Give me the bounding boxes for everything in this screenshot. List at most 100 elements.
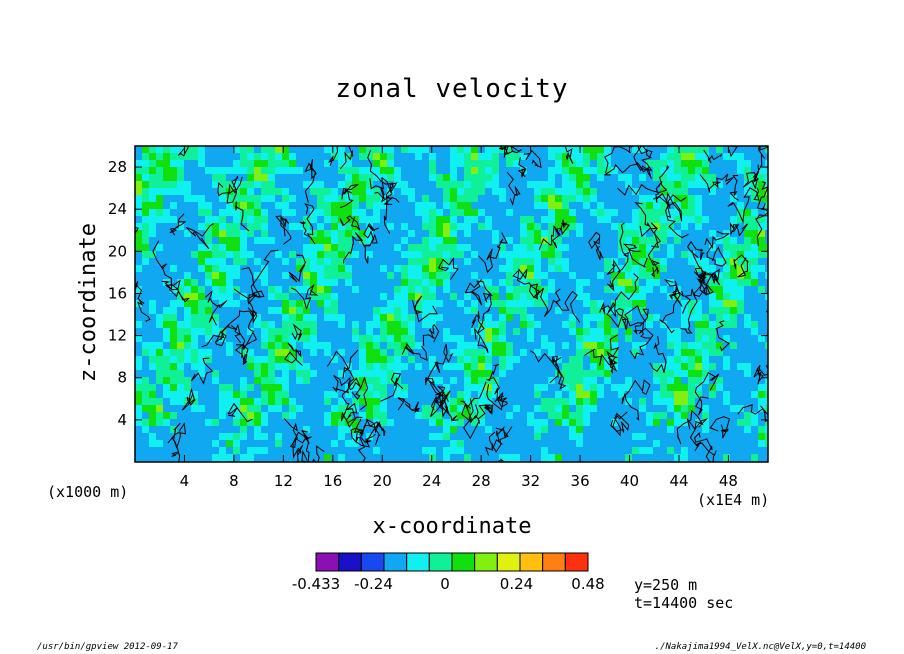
field-cell bbox=[688, 314, 696, 322]
contour-line bbox=[485, 363, 508, 408]
field-cell bbox=[611, 272, 619, 280]
field-cell bbox=[394, 146, 402, 154]
field-cell bbox=[380, 258, 388, 266]
field-cell bbox=[737, 209, 745, 217]
field-cell bbox=[478, 181, 486, 189]
field-cell bbox=[345, 398, 353, 406]
plot-frame bbox=[134, 145, 769, 463]
field-cell bbox=[632, 237, 640, 245]
field-cell bbox=[366, 447, 374, 455]
field-cell bbox=[485, 377, 493, 385]
field-cell bbox=[485, 286, 493, 294]
field-cell bbox=[205, 265, 213, 273]
field-cell bbox=[352, 454, 360, 462]
field-cell bbox=[457, 293, 465, 301]
field-cell bbox=[583, 237, 591, 245]
field-cell bbox=[520, 342, 528, 350]
field-cell bbox=[275, 286, 283, 294]
field-cell bbox=[709, 307, 717, 315]
field-cell bbox=[191, 440, 199, 448]
field-cell bbox=[709, 398, 717, 406]
field-cell bbox=[667, 398, 675, 406]
field-cell bbox=[660, 216, 668, 224]
field-cell bbox=[667, 454, 675, 462]
field-cell bbox=[296, 195, 304, 203]
field-cell bbox=[240, 363, 248, 371]
field-cell bbox=[289, 384, 297, 392]
field-cell bbox=[576, 307, 584, 315]
colorbar-swatch bbox=[474, 552, 498, 572]
field-cell bbox=[485, 447, 493, 455]
field-cell bbox=[450, 146, 458, 154]
field-cell bbox=[499, 454, 507, 462]
field-cell bbox=[191, 265, 199, 273]
field-cell bbox=[590, 230, 598, 238]
field-cell bbox=[303, 440, 311, 448]
field-cell bbox=[233, 244, 241, 252]
field-cell bbox=[506, 328, 514, 336]
field-cell bbox=[443, 223, 451, 231]
field-cell bbox=[394, 293, 402, 301]
field-cell bbox=[338, 384, 346, 392]
field-cell bbox=[681, 146, 689, 154]
field-cell bbox=[618, 279, 626, 287]
field-cell bbox=[352, 384, 360, 392]
field-cell bbox=[597, 153, 605, 161]
field-cell bbox=[212, 433, 220, 441]
field-cell bbox=[324, 174, 332, 182]
field-cell bbox=[394, 223, 402, 231]
field-cell bbox=[758, 419, 766, 427]
field-cell bbox=[457, 258, 465, 266]
field-cell bbox=[527, 356, 535, 364]
field-cell bbox=[184, 160, 192, 168]
field-cell bbox=[373, 153, 381, 161]
field-cell bbox=[604, 454, 612, 462]
field-cell bbox=[387, 146, 395, 154]
field-cell bbox=[520, 209, 528, 217]
field-cell bbox=[450, 230, 458, 238]
field-cell bbox=[604, 181, 612, 189]
field-cell bbox=[191, 160, 199, 168]
field-cell bbox=[317, 181, 325, 189]
field-cell bbox=[702, 363, 710, 371]
field-cell bbox=[352, 440, 360, 448]
field-cell bbox=[758, 307, 766, 315]
field-cell bbox=[485, 363, 493, 371]
field-cell bbox=[338, 167, 346, 175]
field-cell bbox=[226, 398, 234, 406]
field-cell bbox=[695, 363, 703, 371]
field-cell bbox=[506, 335, 514, 343]
field-cell bbox=[744, 398, 752, 406]
field-cell bbox=[744, 342, 752, 350]
field-cell bbox=[758, 328, 766, 336]
field-cell bbox=[548, 440, 556, 448]
field-cell bbox=[373, 391, 381, 399]
field-cell bbox=[688, 237, 696, 245]
field-cell bbox=[170, 342, 178, 350]
field-cell bbox=[527, 342, 535, 350]
field-cell bbox=[422, 363, 430, 371]
field-cell bbox=[261, 440, 269, 448]
field-cell bbox=[751, 398, 759, 406]
field-cell bbox=[331, 230, 339, 238]
field-cell bbox=[744, 209, 752, 217]
field-cell bbox=[730, 377, 738, 385]
field-cell bbox=[135, 433, 143, 441]
field-cell bbox=[513, 454, 521, 462]
field-cell bbox=[226, 293, 234, 301]
field-cell bbox=[541, 251, 549, 259]
field-cell bbox=[597, 181, 605, 189]
field-cell bbox=[604, 244, 612, 252]
field-cell bbox=[240, 258, 248, 266]
field-cell bbox=[212, 160, 220, 168]
field-cell bbox=[534, 349, 542, 357]
field-cell bbox=[198, 454, 206, 462]
field-cell bbox=[156, 377, 164, 385]
field-cell bbox=[226, 314, 234, 322]
field-cell bbox=[562, 335, 570, 343]
field-cell bbox=[324, 412, 332, 420]
field-cell bbox=[471, 349, 479, 357]
field-cell bbox=[268, 216, 276, 224]
field-cell bbox=[247, 216, 255, 224]
field-cell bbox=[709, 405, 717, 413]
